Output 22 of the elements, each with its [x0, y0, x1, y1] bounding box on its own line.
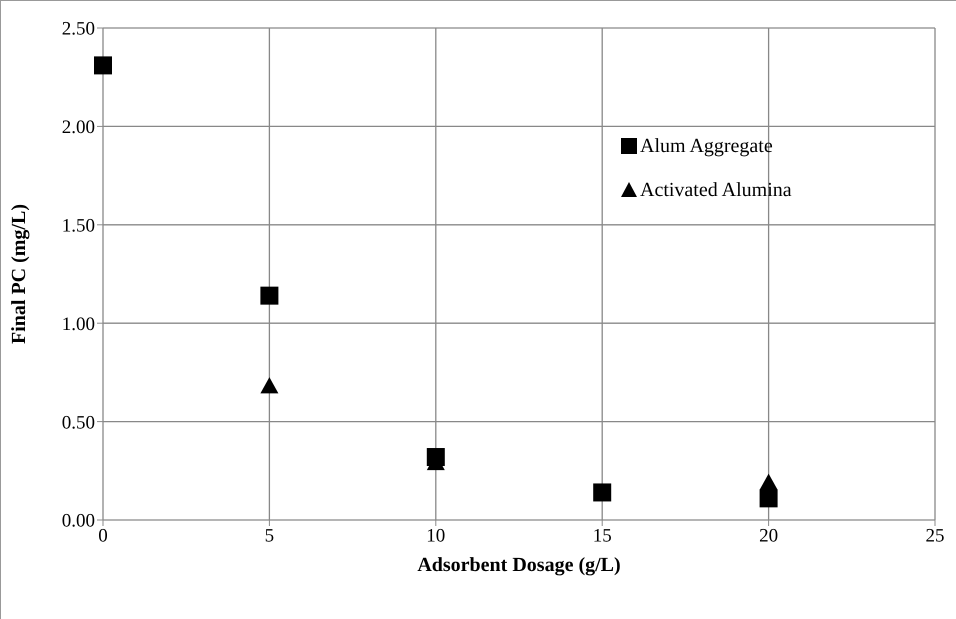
legend-label: Alum Aggregate	[640, 134, 773, 158]
y-tick-label: 1.50	[62, 216, 95, 237]
y-tick-label: 0.00	[62, 510, 95, 532]
x-tick-label: 5	[264, 525, 274, 546]
point	[94, 56, 112, 74]
y-axis-title: Final PC (mg/L)	[8, 204, 30, 344]
x-tick-label: 20	[759, 525, 778, 546]
x-axis-title: Adsorbent Dosage (g/L)	[417, 554, 621, 576]
point	[760, 474, 778, 490]
point	[260, 377, 278, 394]
y-tick-label: 0.50	[62, 412, 95, 434]
y-tick-label: 2.00	[62, 117, 95, 138]
point	[593, 483, 612, 502]
legend-label: Activated Alumina	[640, 178, 792, 202]
x-tick-label: 10	[426, 525, 446, 546]
x-tick-label: 25	[926, 525, 944, 546]
y-tick-label: 1.00	[62, 314, 95, 335]
x-tick-label: 15	[592, 525, 612, 546]
point	[260, 286, 278, 305]
point	[760, 489, 778, 508]
y-tick-label: 2.50	[62, 18, 95, 40]
x-tick-label: 0	[98, 525, 108, 546]
